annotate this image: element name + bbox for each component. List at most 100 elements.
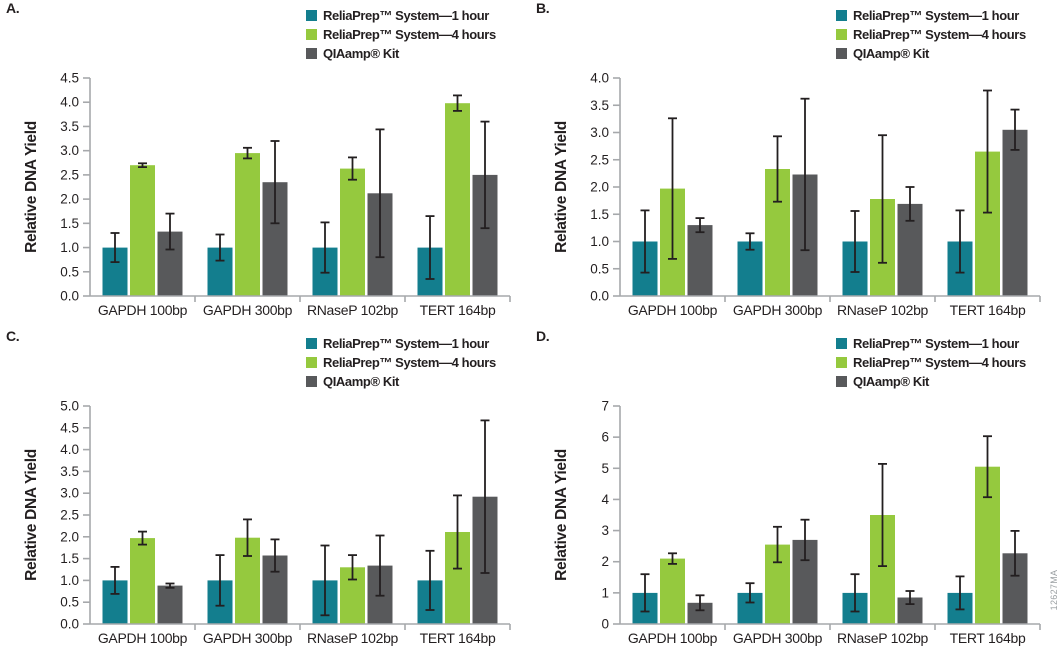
bar [130,538,155,624]
panel-a-bar-chart: 0.0 0.5 1.0 1.5 2.0 2.5 3.0 3.5 4.0 4.5 GAPDH 100b… [0,0,530,328]
panel-c-legend: ReliaPrep™ System—1 hour ReliaPrep™ Syst… [306,334,496,391]
legend-label-4hours: ReliaPrep™ System—4 hours [323,27,496,42]
category-label: TERT 164bp [420,302,496,318]
y-tick-label: 4 [601,492,609,507]
y-tick-label: 4.5 [60,71,79,86]
panel-d-legend: ReliaPrep™ System—1 hour ReliaPrep™ Syst… [836,334,1026,391]
bar [130,165,155,296]
category-label: TERT 164bp [950,302,1026,318]
chart-svg: 0.0 0.5 1.0 1.5 2.0 2.5 3.0 3.5 4.0 GAPDH 100bp GA… [553,71,1041,318]
legend-item-4hours: ReliaPrep™ System—4 hours [836,25,1026,44]
panel-b-legend: ReliaPrep™ System—1 hour ReliaPrep™ Syst… [836,6,1026,63]
category-label: GAPDH 100bp [628,302,718,318]
legend-swatch-4hours [836,29,847,40]
category-label: GAPDH 100bp [98,302,188,318]
y-tick-label: 2.0 [60,192,79,207]
y-tick-label: 0.0 [60,289,79,304]
chart-svg: 0 1 2 3 4 5 6 7 GAPDH 100bp GAPDH 300bp RNaseP 102… [553,399,1041,646]
panel-c-label: C. [6,328,20,344]
legend-swatch-1hour [306,338,317,349]
legend-swatch-1hour [836,338,847,349]
y-tick-label: 5.0 [60,399,79,414]
panel-b-label: B. [536,0,550,16]
y-tick-label: 2.0 [60,529,79,544]
legend-label-1hour: ReliaPrep™ System—1 hour [323,8,489,23]
y-tick-label: 1.5 [60,216,79,231]
bar [1002,129,1028,296]
y-tick-label: 1.0 [590,234,609,249]
legend-item-1hour: ReliaPrep™ System—1 hour [306,334,496,353]
category-label: TERT 164bp [950,630,1026,646]
y-tick-label: 1.0 [60,240,79,255]
legend-label-1hour: ReliaPrep™ System—1 hour [853,336,1019,351]
y-tick-label: 1.5 [590,207,609,222]
y-tick-label: 6 [601,430,609,445]
legend-item-1hour: ReliaPrep™ System—1 hour [836,334,1026,353]
category-label: RNaseP 102bp [837,630,929,646]
y-tick-label: 2.0 [590,180,609,195]
panel-a-legend: ReliaPrep™ System—1 hour ReliaPrep™ Syst… [306,6,496,63]
y-tick-label: 5 [601,461,609,476]
legend-label-1hour: ReliaPrep™ System—1 hour [323,336,489,351]
category-label: GAPDH 300bp [203,630,293,646]
legend-item-qiaamp: QIAamp® Kit [836,372,1026,391]
y-axis-title: Relative DNA Yield [23,449,40,581]
legend-label-qiaamp: QIAamp® Kit [853,46,929,61]
y-tick-label: 0 [601,617,609,632]
legend-item-4hours: ReliaPrep™ System—4 hours [306,25,496,44]
legend-swatch-4hours [306,29,317,40]
y-tick-label: 0.0 [60,617,79,632]
y-tick-label: 3.5 [60,464,79,479]
y-tick-label: 3.0 [60,143,79,158]
panel-c: C. 0.0 0.5 1.0 1.5 2.0 2.5 3.0 3.5 4.0 4.5 5.0 GAPD… [0,328,530,656]
legend-swatch-4hours [836,357,847,368]
legend-swatch-4hours [306,357,317,368]
legend-label-qiaamp: QIAamp® Kit [853,374,929,389]
y-tick-label: 3.0 [590,125,609,140]
y-tick-label: 2.5 [60,508,79,523]
y-tick-label: 1.0 [60,573,79,588]
legend-swatch-qiaamp [836,376,847,387]
panel-d: D. 0 1 2 3 4 5 6 7 GAPDH 100bp GAPDH 300bp RNaseP … [530,328,1060,656]
bar [157,585,183,624]
y-tick-label: 3 [601,523,609,538]
y-tick-label: 2.5 [590,152,609,167]
legend-item-qiaamp: QIAamp® Kit [306,372,496,391]
category-label: RNaseP 102bp [307,630,399,646]
legend-label-qiaamp: QIAamp® Kit [323,46,399,61]
legend-item-1hour: ReliaPrep™ System—1 hour [306,6,496,25]
y-axis-title: Relative DNA Yield [553,121,570,253]
legend-item-1hour: ReliaPrep™ System—1 hour [836,6,1026,25]
bar [340,168,365,296]
category-label: GAPDH 100bp [98,630,188,646]
panel-d-label: D. [536,328,550,344]
y-tick-label: 4.5 [60,420,79,435]
bar [235,153,260,296]
panel-a: A. 0.0 0.5 1.0 1.5 2.0 2.5 3.0 3.5 4.0 4.5 GAPDH 1… [0,0,530,328]
y-tick-label: 0.0 [590,289,609,304]
y-tick-label: 2 [601,554,609,569]
category-label: RNaseP 102bp [837,302,929,318]
y-axis-title: Relative DNA Yield [23,121,40,253]
legend-item-qiaamp: QIAamp® Kit [836,44,1026,63]
bar [445,103,470,296]
bar [687,602,713,624]
y-tick-label: 1.5 [60,551,79,566]
y-tick-label: 4.0 [590,71,609,86]
legend-item-4hours: ReliaPrep™ System—4 hours [306,353,496,372]
category-label: GAPDH 300bp [203,302,293,318]
panel-d-bar-chart: 0 1 2 3 4 5 6 7 GAPDH 100bp GAPDH 300bp RNaseP 102… [530,328,1060,656]
category-label: GAPDH 300bp [733,630,823,646]
figure-id-footnote: 12627MA [1049,569,1059,611]
panel-a-label: A. [6,0,20,16]
legend-label-qiaamp: QIAamp® Kit [323,374,399,389]
category-label: GAPDH 300bp [733,302,823,318]
y-tick-label: 4.0 [60,442,79,457]
legend-swatch-qiaamp [306,48,317,59]
legend-swatch-qiaamp [836,48,847,59]
bar [660,558,685,624]
legend-label-4hours: ReliaPrep™ System—4 hours [323,355,496,370]
y-tick-label: 0.5 [60,595,79,610]
category-label: RNaseP 102bp [307,302,399,318]
